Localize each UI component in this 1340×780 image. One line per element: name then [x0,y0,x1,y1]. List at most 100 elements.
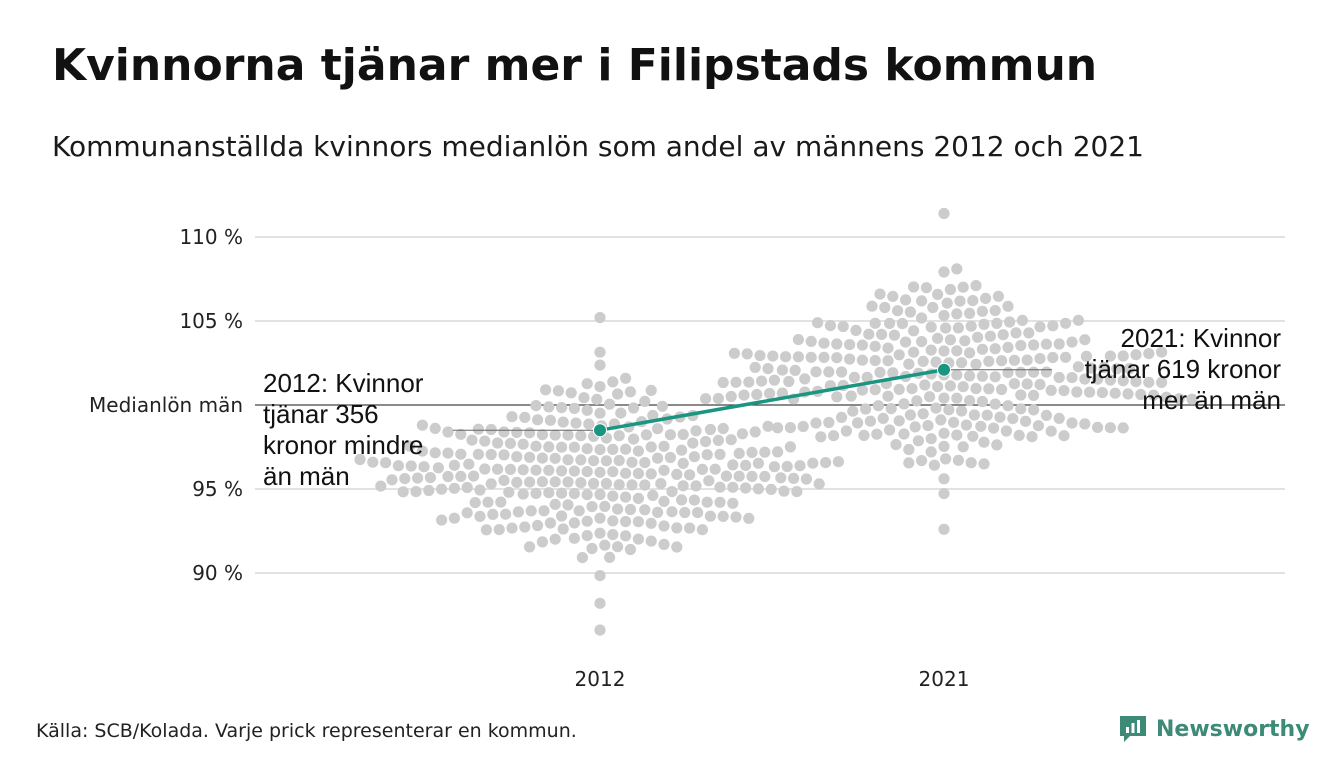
highlight-point [593,423,607,438]
municipality-dot [700,436,712,448]
municipality-dot [1004,316,1016,328]
municipality-dot [375,480,387,492]
municipality-dot [620,516,632,528]
municipality-dot [970,358,982,370]
municipality-dot [925,321,937,333]
municipality-dot [536,476,549,488]
municipality-dot [632,516,645,528]
municipality-dot [964,395,976,407]
municipality-dot [704,423,717,436]
municipality-dot [964,307,976,319]
municipality-dot [746,446,758,458]
municipality-dot [664,451,677,464]
municipality-dot [792,334,805,346]
municipality-dot [405,460,417,472]
annotation-2012-line: 2012: Kvinnor [263,368,424,398]
municipality-dot [607,529,619,541]
municipality-dot [932,288,944,300]
municipality-dot [620,467,632,479]
municipality-dot [850,324,862,336]
municipality-dot [354,453,366,466]
municipality-dot [628,402,640,414]
municipality-dot [436,514,448,526]
municipality-dot [832,456,845,468]
municipality-dot [959,335,971,347]
municipality-dot [916,295,928,307]
municipality-dot [485,478,497,490]
municipality-dot [581,489,593,501]
municipality-dot [938,440,950,452]
municipality-dot [940,453,952,465]
municipality-dot [754,350,766,362]
municipality-dot [594,346,606,358]
municipality-dot [397,486,409,498]
municipality-dot [575,430,587,442]
municipality-dot [741,348,753,360]
municipality-dot [924,391,936,403]
municipality-dot [1002,400,1014,412]
municipality-dot [956,405,968,417]
municipality-dot [938,345,950,357]
municipality-dot [1085,362,1097,374]
municipality-dot [412,472,424,484]
municipality-dot [791,486,803,498]
municipality-dot [594,466,606,478]
municipality-dot [799,373,811,385]
municipality-dot [1053,412,1065,424]
municipality-dot [1066,336,1078,348]
municipality-dot [570,417,582,429]
municipality-dot [935,414,947,426]
municipality-dot [632,445,645,457]
municipality-dot [828,430,840,442]
municipality-dot [418,461,430,473]
municipality-dot [960,419,973,431]
municipality-dot [831,391,843,403]
municipality-dot [639,504,651,516]
municipality-dot [581,530,593,542]
municipality-dot [1122,388,1134,400]
municipality-dot [448,512,460,524]
municipality-dot [568,488,581,500]
municipality-dot [856,354,869,366]
municipality-dot [1053,338,1065,350]
municipality-dot [612,541,624,553]
municipality-dot [461,507,473,519]
municipality-dot [951,429,963,441]
municipality-dot [836,366,848,378]
municipality-dot [812,317,824,329]
municipality-dot [666,486,678,498]
municipality-dot [626,479,638,491]
municipality-dot [994,411,1006,423]
municipality-dot [576,552,589,564]
municipality-dot [1143,348,1155,360]
municipality-dot [1034,321,1046,333]
municipality-dot [599,500,611,512]
highlight-series [593,362,951,438]
municipality-dot [479,463,491,475]
municipality-dot [887,290,899,302]
municipality-dot [916,336,928,348]
municipality-dot [925,344,937,356]
municipality-dot [898,398,910,410]
municipality-dot [655,478,667,490]
municipality-dot [594,312,606,324]
municipality-dot [712,392,725,405]
municipality-dot [1028,389,1040,401]
municipality-dot [965,320,977,332]
municipality-dot [831,352,843,364]
municipality-dot [549,476,561,488]
municipality-dot [436,483,448,495]
municipality-dot [647,489,659,501]
municipality-dot [562,454,574,466]
municipality-dot [544,517,557,529]
municipality-dot [1109,387,1121,399]
municipality-dot [869,340,881,352]
municipality-dot [632,467,645,480]
municipality-dot [898,428,910,440]
municipality-dot [844,353,856,365]
municipality-dot [424,472,436,484]
municipality-dot [794,460,806,472]
municipality-dot [944,283,957,296]
municipality-dot [938,207,950,220]
municipality-dot [1016,314,1028,326]
